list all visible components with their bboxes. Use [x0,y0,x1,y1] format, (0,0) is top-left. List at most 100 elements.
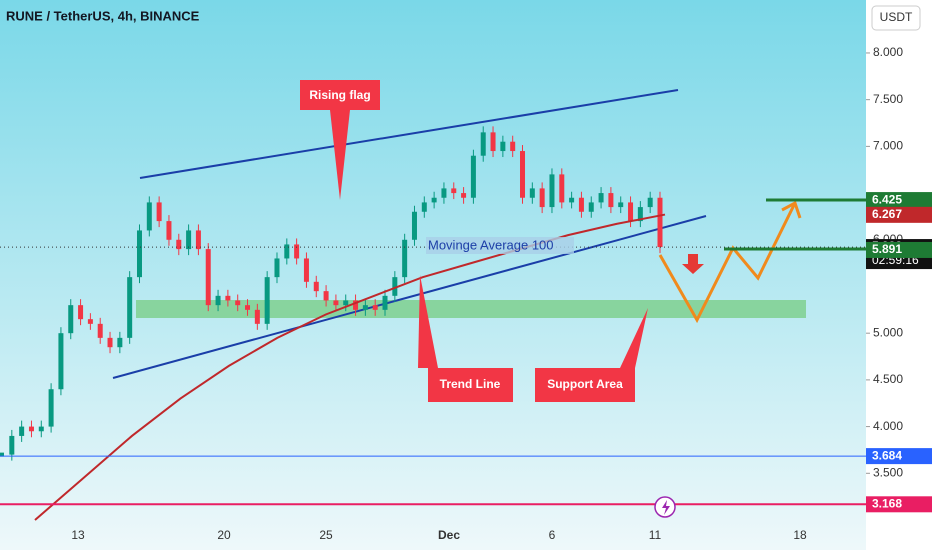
candle [637,207,643,222]
candle [9,435,15,455]
candle [362,305,368,310]
price-label: 5.891 [872,242,902,256]
candle [608,193,614,208]
candle [245,305,251,310]
down-arrow [682,254,704,274]
candle [490,132,496,152]
candle [19,426,25,436]
candle [461,193,467,198]
candle [451,188,457,194]
candle [205,249,211,306]
candle [559,174,565,203]
candle [333,300,339,306]
candle [411,211,417,240]
candle [235,300,241,306]
y-tick-label: 5.000 [873,325,903,339]
x-tick-label: 11 [649,528,662,542]
candle [470,155,476,198]
candle [323,291,329,301]
price-label-box [866,192,932,209]
event-bolt [662,500,670,515]
price-label: 6.267 [872,207,902,221]
x-tick-label: 6 [549,528,556,542]
candle [156,202,162,222]
y-tick-label: 4.000 [873,419,903,433]
x-tick-label: 20 [217,528,231,542]
callout-box [535,368,635,402]
ma-label: Movinge Average 100 [428,237,554,252]
candle [480,132,486,156]
candle [58,333,64,390]
candle [353,300,359,310]
candle [264,277,270,324]
candle [588,202,594,212]
candle [28,426,34,432]
candle [127,277,133,338]
candle [195,230,201,250]
price-label: 3.684 [872,448,902,462]
x-tick-label: 25 [319,528,333,542]
candle [136,230,142,278]
candle [294,244,300,259]
callout-box [428,368,513,402]
candle [274,258,280,278]
y-tick-label: 7.500 [873,92,903,106]
price-label-box [866,241,932,258]
x-tick-label: 18 [793,528,807,542]
candle [254,309,260,324]
price-label-box [866,206,932,223]
candle [657,197,663,248]
x-tick-label: Dec [438,528,460,542]
projection-arrow [781,200,802,219]
price-label: 3.168 [872,496,902,510]
chart-title: RUNE / TetherUS, 4h, BINANCE [6,8,200,23]
candle [0,452,4,457]
currency-box[interactable] [871,5,921,31]
candle [78,305,84,320]
candle [549,174,555,208]
candle [38,426,44,432]
currency: USDT [880,10,913,24]
candle [303,258,309,282]
candle [176,239,182,250]
callout [300,80,380,200]
x-tick-label: 13 [71,528,85,542]
flag-upper-line [139,89,679,179]
y-tick-label: 7.000 [873,139,903,153]
callout-text: Trend Line [440,377,501,391]
y-tick-label: 4.500 [873,372,903,386]
candle [539,188,545,208]
callout-text: Rising flag [309,88,370,102]
candle [382,295,388,310]
candle [284,244,290,259]
candle [186,230,192,250]
candle [313,281,319,292]
candle [578,197,584,212]
candle [392,277,398,296]
candle [68,305,74,334]
price-label-box [866,448,932,465]
candle [343,300,349,306]
candle [598,193,604,203]
candle [97,323,103,338]
candle [48,389,54,427]
candle [529,188,535,198]
support-zone [136,300,806,318]
trend-line [112,215,707,379]
candle [117,337,123,348]
y-tick-label: 8.000 [873,45,903,59]
ma-label-bg [426,237,574,254]
candle [628,202,634,222]
candle [569,197,575,203]
candle [215,295,221,306]
price-label-box [866,496,932,513]
candle [421,202,427,212]
candle [647,197,653,208]
candle [441,188,447,198]
candle [87,319,93,324]
y-tick-label: 3.500 [873,465,903,479]
callout-text: Support Area [547,377,623,391]
candle [225,295,231,301]
candle [500,141,506,152]
